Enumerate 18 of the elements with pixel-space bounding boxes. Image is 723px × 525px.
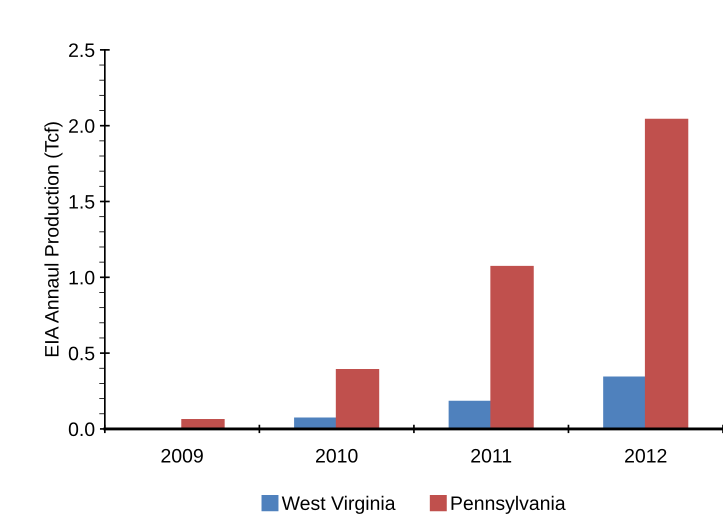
bar <box>603 376 647 429</box>
bar <box>644 118 688 429</box>
bar <box>448 400 492 429</box>
y-tick-label: 2.5 <box>69 43 94 58</box>
y-axis-title: EIA Annaul Production (Tcf) <box>44 122 63 356</box>
bar <box>336 368 380 429</box>
y-tick-label: 0.5 <box>68 346 94 360</box>
legend-label: West Virginia <box>282 496 396 514</box>
bar <box>490 266 534 429</box>
y-tick-label: 1.0 <box>70 270 94 285</box>
x-tick-label: 2012 <box>625 448 666 463</box>
x-tick-label: 2010 <box>316 448 358 463</box>
y-tick-label: 0.0 <box>68 422 94 436</box>
x-tick-label: 2009 <box>161 448 203 463</box>
y-tick-label: 1.5 <box>70 195 94 209</box>
legend-label: Pennsylvania <box>452 496 566 514</box>
y-tick-label: 2.0 <box>69 119 94 133</box>
x-tick-label: 2011 <box>471 448 512 463</box>
